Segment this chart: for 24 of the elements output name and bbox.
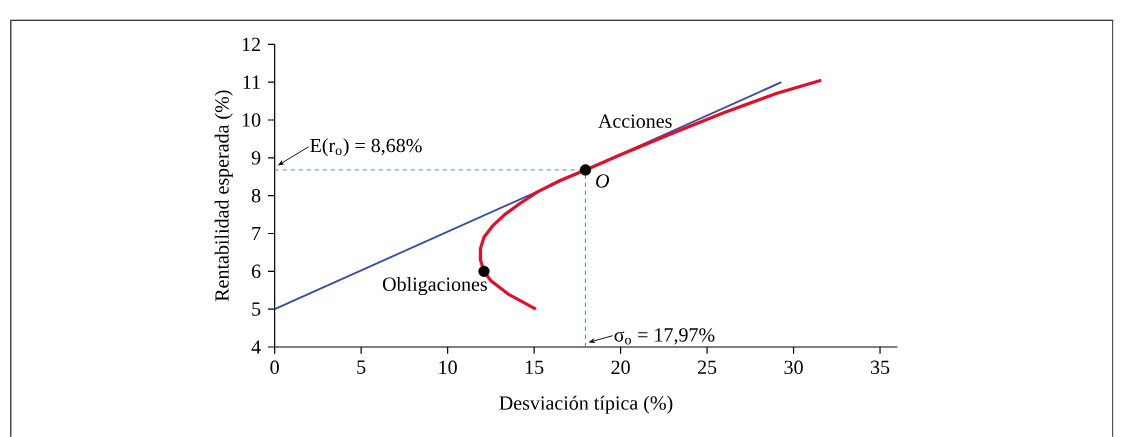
y-axis-title: Rentabilidad esperada (%) xyxy=(214,90,233,302)
y-tick-label: 6 xyxy=(251,264,261,279)
x-tick-label: 5 xyxy=(357,360,366,374)
annotation: O xyxy=(596,174,610,188)
annotation: σ$_{o}$ = 17,97% xyxy=(614,328,715,345)
x-tick-label: 35 xyxy=(871,360,890,375)
x-tick-label: 0 xyxy=(270,360,279,375)
y-tick-label: 9 xyxy=(251,151,261,165)
x-tick-label: 25 xyxy=(697,360,717,375)
y-tick-label: 7 xyxy=(252,226,261,241)
y-tick-label: 10 xyxy=(242,113,261,127)
x-tick-label: 15 xyxy=(525,360,544,374)
x-axis-title: Desviación típica (%) xyxy=(499,395,673,414)
x-tick-label: 10 xyxy=(439,360,457,375)
y-tick-label: 5 xyxy=(252,302,261,316)
annotation: E(r$_{o}$) = 8,68% xyxy=(310,138,422,157)
x-tick-label: 20 xyxy=(611,360,630,375)
y-tick-label: 12 xyxy=(242,37,260,51)
y-tick-label: 8 xyxy=(251,188,261,203)
y-tick-label: 4 xyxy=(251,340,261,354)
y-tick-label: 11 xyxy=(243,75,260,89)
annotation: Acciones xyxy=(598,114,672,128)
annotation: Obligaciones xyxy=(382,276,487,296)
x-tick-label: 30 xyxy=(784,360,803,375)
